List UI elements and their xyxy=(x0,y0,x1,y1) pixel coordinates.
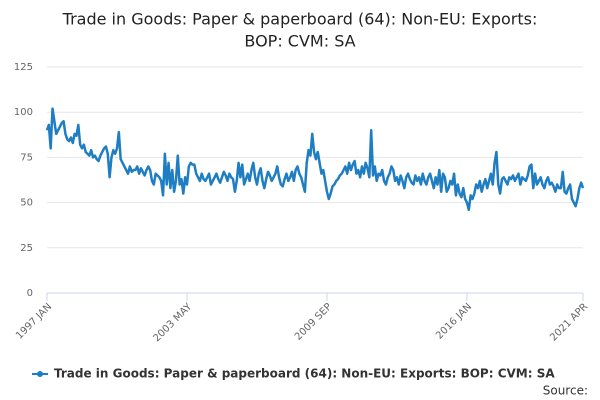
x-tick-label: 2016 JAN xyxy=(434,301,474,341)
x-tick-label: 2003 MAY xyxy=(151,301,194,344)
y-tick-label: 75 xyxy=(20,152,33,163)
x-tick-label: 2021 APR xyxy=(548,301,590,343)
chart-title: Trade in Goods: Paper & paperboard (64):… xyxy=(62,10,538,29)
series-line xyxy=(45,107,585,212)
y-tick-label: 25 xyxy=(20,243,33,254)
y-tick-label: 0 xyxy=(27,288,33,299)
x-tick-label: 1997 JAN xyxy=(14,301,54,341)
source-label: Source: xyxy=(543,384,588,398)
legend-symbol xyxy=(37,371,43,377)
y-tick-label: 100 xyxy=(14,107,33,118)
chart-title: BOP: CVM: SA xyxy=(244,32,355,51)
x-tick-label: 2009 SEP xyxy=(293,301,334,342)
y-tick-label: 50 xyxy=(20,198,33,209)
legend-label: Trade in Goods: Paper & paperboard (64):… xyxy=(54,367,555,381)
y-tick-label: 125 xyxy=(14,62,33,73)
